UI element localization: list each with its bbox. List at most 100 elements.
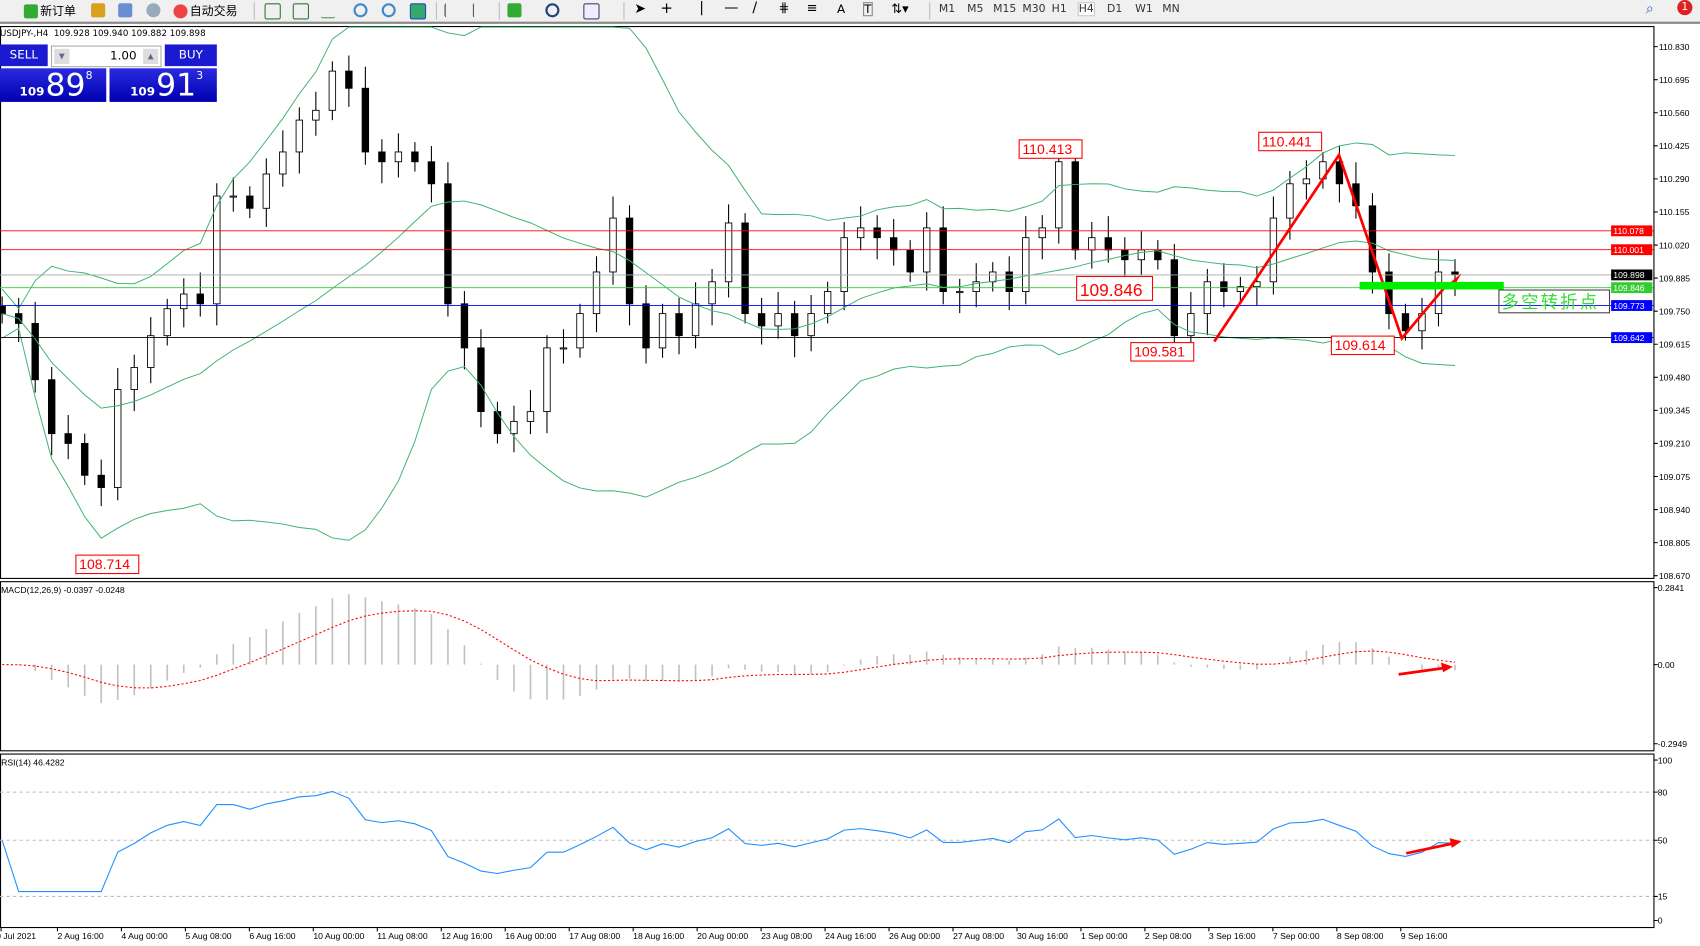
macd-tick-label: 0.2841 — [1658, 583, 1685, 593]
candle — [956, 291, 964, 294]
candle — [939, 227, 947, 293]
timeframe-h4[interactable]: H4 — [1077, 2, 1095, 17]
chart-shift-icon[interactable] — [444, 3, 460, 18]
trendline-zigzag[interactable] — [1213, 152, 1449, 343]
autoscroll-icon[interactable] — [472, 3, 488, 18]
volume-field[interactable]: ▼ 1.00 ▲ — [50, 45, 162, 68]
price-line-tag — [1611, 282, 1653, 294]
time-tick-label: 20 Aug 00:00 — [697, 931, 748, 941]
arrows-icon[interactable]: ⇅▾ — [891, 1, 909, 17]
price-annotation-box[interactable] — [1018, 139, 1083, 159]
timeframe-d1[interactable]: D1 — [1106, 3, 1123, 16]
candle — [559, 347, 568, 350]
horizontal-line-icon[interactable]: — — [724, 0, 739, 17]
time-tick-label: 24 Aug 16:00 — [825, 931, 876, 941]
channel-icon[interactable]: ≡ — [806, 0, 818, 16]
signals-icon[interactable] — [146, 3, 161, 18]
candle — [1088, 237, 1096, 251]
sell-button[interactable]: SELL — [0, 44, 48, 67]
price-line-tag — [1611, 225, 1653, 237]
candle — [757, 313, 766, 327]
candle — [1170, 259, 1179, 337]
rsi-tick-label: 80 — [1658, 787, 1668, 797]
candle — [889, 237, 898, 251]
candle — [1335, 161, 1344, 185]
crosshair-icon[interactable]: + — [660, 0, 674, 18]
macd-panel-border — [0, 581, 1655, 752]
time-tick-label: 23 Aug 08:00 — [761, 931, 812, 941]
candle — [81, 443, 89, 476]
price-line-label: 109.773 — [1613, 301, 1644, 311]
bar-chart-icon[interactable] — [264, 3, 281, 20]
candle — [0, 305, 6, 315]
candle — [196, 293, 204, 305]
tile-windows-icon[interactable] — [409, 3, 427, 20]
auto-trading-button[interactable]: 自动交易 — [173, 2, 237, 19]
new-order-button[interactable]: 新订单 — [23, 2, 76, 19]
line-chart-icon[interactable] — [320, 3, 336, 19]
terminal-icon[interactable] — [118, 3, 133, 18]
zoom-out-icon[interactable] — [381, 3, 396, 18]
rsi-tick-label: 0 — [1658, 916, 1663, 926]
rsi-tick-label: 100 — [1658, 755, 1673, 765]
time-tick-label: 9 Sep 16:00 — [1401, 931, 1448, 941]
timeframe-h1[interactable]: H1 — [1051, 3, 1067, 16]
rsi-tick-label: 15 — [1658, 892, 1668, 902]
price-chart[interactable]: 110.830 110.695 110.560 110.425 110.290 110.1… — [0, 26, 1700, 945]
cursor-icon[interactable]: ➤ — [634, 1, 647, 18]
candle — [741, 222, 749, 315]
volume-up-icon[interactable]: ▲ — [143, 48, 159, 64]
time-tick-label: 27 Aug 08:00 — [953, 931, 1004, 941]
buy-button[interactable]: BUY — [164, 44, 217, 67]
text-label-icon[interactable]: T — [863, 2, 873, 17]
volume-down-icon[interactable]: ▼ — [54, 48, 70, 64]
indicators-icon[interactable] — [507, 3, 522, 18]
timeframe-m1[interactable]: M1 — [938, 3, 956, 16]
vertical-line-icon[interactable]: | — [699, 0, 705, 17]
timeframe-m15[interactable]: M15 — [993, 3, 1017, 16]
timeframe-mn[interactable]: MN — [1162, 3, 1180, 16]
price-annotation-box[interactable] — [1258, 131, 1323, 152]
candle — [790, 313, 799, 337]
macd-tick-label: -0.2949 — [1658, 739, 1688, 749]
price-tick-label: 110.560 — [1659, 108, 1690, 118]
price-annotation-box[interactable] — [1130, 342, 1195, 362]
price-tick-label: 109.480 — [1659, 373, 1690, 383]
candle — [1451, 271, 1459, 275]
search-icon[interactable]: ⌕ — [1645, 1, 1654, 18]
price-tick-label: 109.885 — [1659, 273, 1690, 283]
price-annotation-box[interactable] — [75, 554, 140, 575]
macd-signal-line — [2, 610, 1456, 689]
timeframe-m30[interactable]: M30 — [1022, 3, 1046, 16]
candlestick-icon[interactable] — [292, 3, 309, 20]
volume-value[interactable]: 1.00 — [110, 48, 137, 63]
macd-arrow-head — [1440, 662, 1453, 673]
templates-icon[interactable] — [583, 3, 600, 20]
price-tick-label: 110.830 — [1659, 42, 1690, 52]
trendline-icon[interactable]: / — [752, 0, 758, 17]
fibonacci-icon[interactable]: ⋕ — [778, 0, 790, 16]
periods-icon[interactable] — [545, 3, 560, 18]
price-annotation-box[interactable] — [1330, 335, 1395, 356]
price-annotation-box[interactable] — [1076, 275, 1154, 301]
price-annotation: 108.714 — [79, 556, 130, 572]
metaeditor-icon[interactable] — [91, 3, 106, 18]
price-annotation: 109.581 — [1134, 344, 1185, 360]
zoom-in-icon[interactable] — [353, 3, 368, 18]
candle — [295, 119, 304, 153]
toolbar: 新订单 自动交易 ➤ + | — / ⋕ ≡ A T ⇅▾ M1 M5 M15 M30… — [0, 0, 1700, 24]
timeframe-m5[interactable]: M5 — [967, 3, 984, 16]
rsi-tick-label: 50 — [1658, 836, 1668, 846]
candle — [1055, 161, 1063, 229]
text-icon[interactable]: A — [837, 2, 846, 17]
candle — [873, 227, 881, 239]
candle — [246, 195, 254, 209]
buy-price[interactable]: 109 91 3 — [109, 66, 217, 103]
notification-badge[interactable]: 1 — [1677, 0, 1693, 16]
annotation-textbox[interactable] — [1498, 289, 1611, 314]
candle — [1038, 227, 1046, 239]
candle — [31, 322, 39, 381]
timeframe-w1[interactable]: W1 — [1135, 3, 1153, 16]
sell-price[interactable]: 109 89 8 — [0, 66, 107, 103]
pivot-zone-bar[interactable] — [1359, 281, 1504, 290]
